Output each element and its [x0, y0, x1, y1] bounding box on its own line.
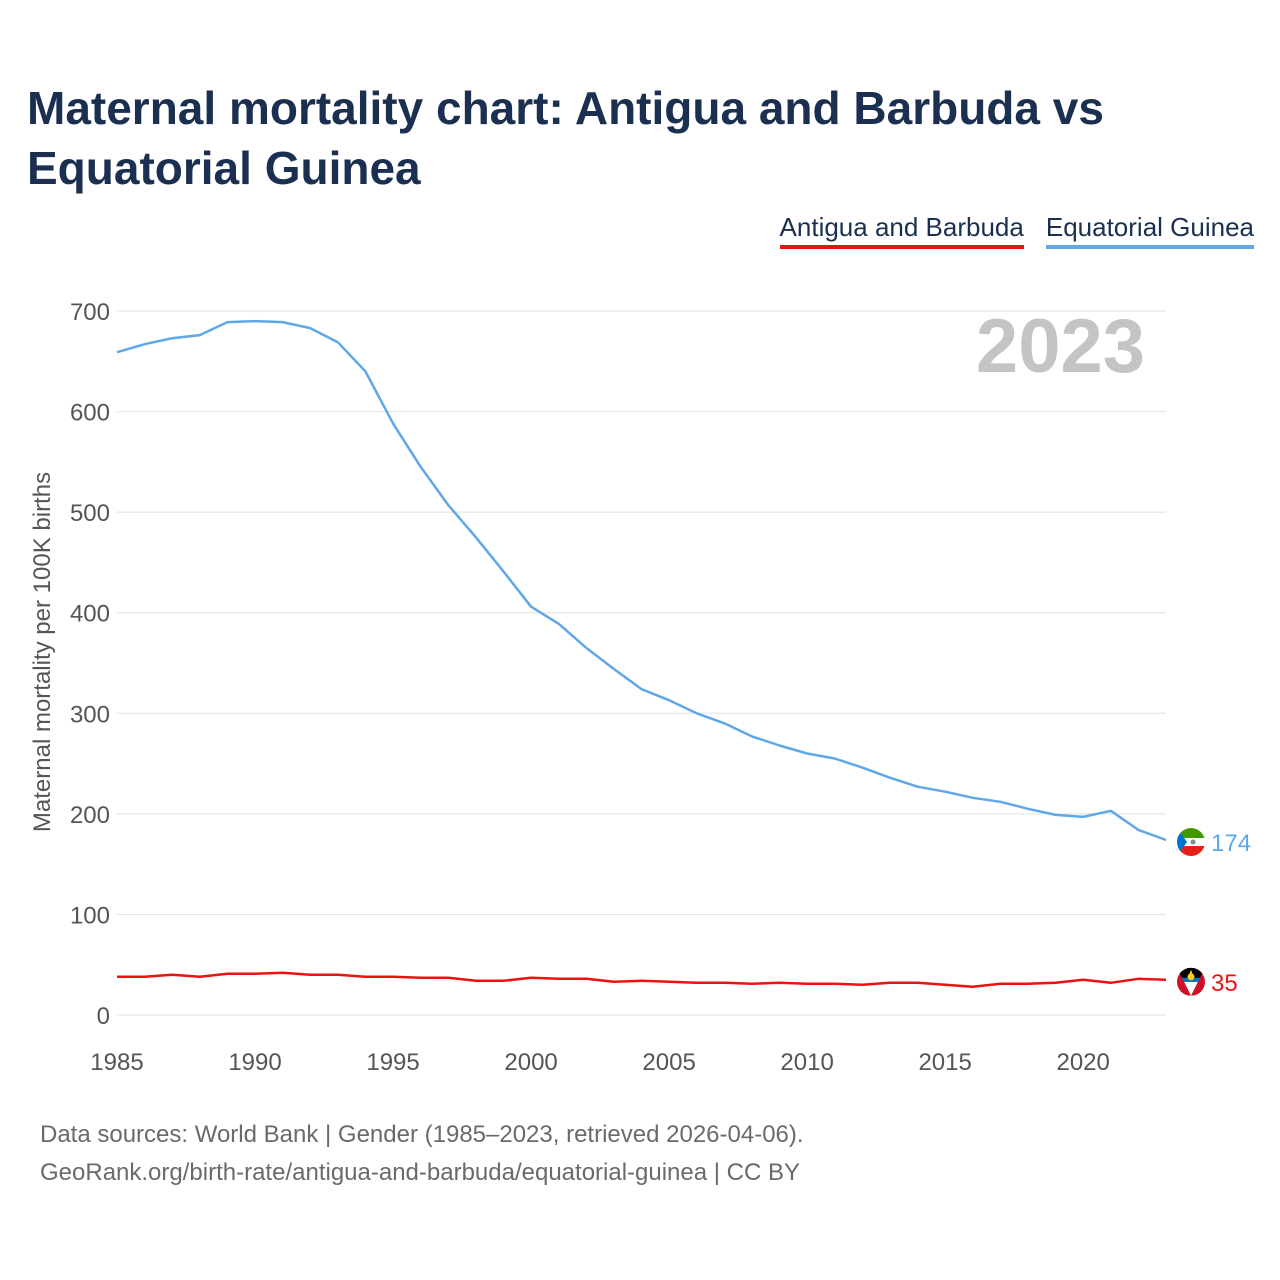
- series-lines: [116, 319, 1167, 989]
- x-tick-label: 1990: [228, 1049, 281, 1076]
- y-tick-label: 500: [70, 500, 110, 527]
- y-tick-label: 700: [70, 299, 110, 326]
- y-tick-label: 400: [70, 601, 110, 628]
- antigua-and-barbuda-flag-icon: [1177, 967, 1205, 996]
- x-axis-ticks: 1985 1990 1995 2000 2005 2010 2015 2020: [90, 1049, 1110, 1076]
- gridlines: [117, 310, 1166, 1016]
- series-line-antigua-and-barbuda: [117, 971, 1167, 989]
- x-tick-label: 2010: [780, 1049, 833, 1076]
- footer: Data sources: World Bank | Gender (1985–…: [40, 1116, 804, 1192]
- y-axis-label: Maternal mortality per 100K births: [29, 472, 56, 832]
- source-url-text[interactable]: GeoRank.org/birth-rate/antigua-and-barbu…: [40, 1159, 801, 1186]
- y-tick-label: 600: [70, 400, 110, 427]
- series-line-equatorial-guinea: [116, 319, 1167, 842]
- x-tick-label: 2005: [642, 1049, 695, 1076]
- year-watermark: 2023: [976, 304, 1145, 389]
- x-tick-label: 2000: [504, 1049, 557, 1076]
- y-tick-label: 200: [70, 802, 110, 829]
- y-tick-label: 300: [70, 701, 110, 728]
- legend-item-antigua-and-barbuda[interactable]: Antigua and Barbuda: [779, 212, 1024, 249]
- x-tick-label: 2015: [918, 1049, 971, 1076]
- x-tick-label: 1995: [366, 1049, 419, 1076]
- y-tick-label: 0: [97, 1003, 110, 1030]
- x-tick-label: 2020: [1056, 1049, 1109, 1076]
- legend: Antigua and Barbuda Equatorial Guinea: [779, 212, 1254, 249]
- series-end-markers: 174 35: [1177, 828, 1251, 997]
- chart-title: Maternal mortality chart: Antigua and Ba…: [27, 82, 1104, 194]
- equatorial-guinea-flag-icon: [1177, 828, 1205, 857]
- y-axis-ticks: 0 100 200 300 400 500 600 700: [70, 299, 110, 1030]
- legend-item-equatorial-guinea[interactable]: Equatorial Guinea: [1045, 212, 1254, 249]
- end-value-label-equatorial-guinea: 174: [1211, 830, 1251, 857]
- end-value-label-antigua-and-barbuda: 35: [1211, 970, 1238, 997]
- y-tick-label: 100: [70, 902, 110, 929]
- data-sources-text: Data sources: World Bank | Gender (1985–…: [40, 1121, 804, 1148]
- x-tick-label: 1985: [90, 1049, 143, 1076]
